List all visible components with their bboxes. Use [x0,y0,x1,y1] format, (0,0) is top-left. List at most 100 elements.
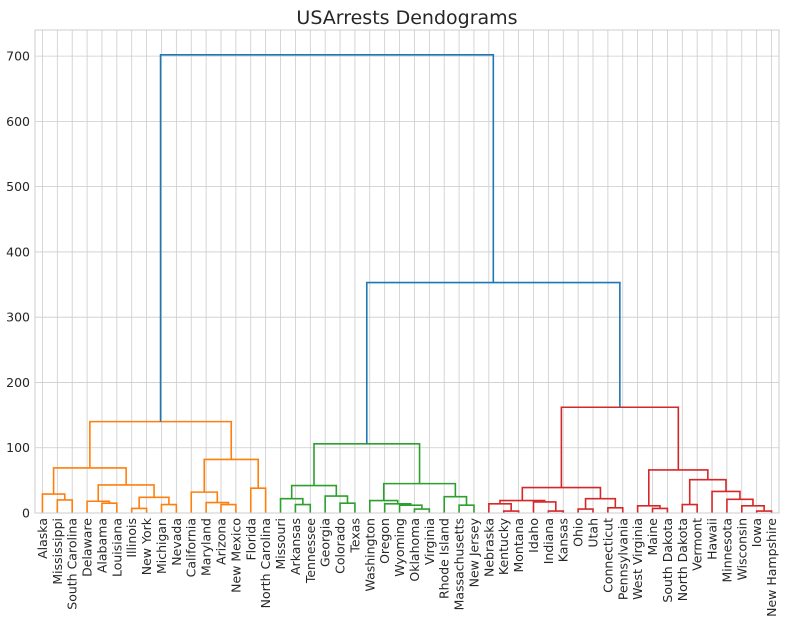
leaf-label: Kansas [556,518,571,562]
cluster-link [636,505,661,513]
leaf-label: Tennessee [303,518,318,584]
cluster-link [279,497,304,513]
cluster-link [648,469,709,506]
leaf-label: Pennsylvania [615,518,630,600]
cluster-link [324,495,349,513]
leaf-label: Wisconsin [734,518,749,580]
cluster-link [205,501,230,513]
leaf-label: North Dakota [675,518,690,601]
cluster-link [398,504,423,513]
cluster-link [138,496,170,509]
cluster-link [249,487,267,513]
cluster-link [577,508,594,513]
cluster-link [220,503,237,513]
chart-title: USArrests Dendograms [296,7,517,29]
leaf-label: Colorado [333,518,348,574]
cluster-link [89,420,233,468]
leaf-label: Alaska [35,518,50,559]
leaf-label: Nebraska [481,518,496,577]
leaf-label: Georgia [318,518,333,567]
leaf-label: New Mexico [228,518,243,593]
cluster-link [584,497,617,510]
leaf-label: Wyoming [392,518,407,577]
cluster-link [160,503,178,513]
leaf-label: Florida [243,518,258,561]
leaf-label: Maryland [199,518,214,576]
leaf-label: Washington [362,518,377,591]
cluster-link [651,507,669,513]
cluster-link [755,510,773,513]
leaf-label: Montana [511,518,526,573]
y-axis-ticks: 0 100 200 300 400 500 600 700 [6,49,30,521]
y-tick-label: 400 [6,244,30,259]
leaf-label: Idaho [526,518,541,553]
leaf-label: Texas [347,518,362,554]
leaf-label: Indiana [541,518,556,564]
leaf-label: South Dakota [660,518,675,603]
cluster-link [97,484,155,502]
cluster-link [413,508,431,513]
cluster-link [56,499,73,513]
leaf-label: Nevada [169,518,184,566]
cluster-link [365,281,621,444]
leaf-label: North Carolina [258,518,273,608]
cluster-link [681,503,698,513]
cluster-link [458,504,475,513]
y-tick-label: 0 [22,506,30,521]
cluster-link [607,506,624,513]
leaf-label: Maine [645,518,660,556]
leaf-label: Connecticut [600,518,615,593]
leaf-label: Hawaii [705,518,720,560]
cluster-link [159,54,495,422]
cluster-link [41,493,66,513]
y-tick-label: 200 [6,375,30,390]
cluster-link [52,467,127,495]
leaf-label: Massachusetts [452,518,467,610]
leaf-label: South Carolina [65,518,80,610]
leaf-label: Illinois [124,518,139,558]
leaf-label: Alabama [94,518,109,573]
leaf-label: Iowa [749,518,764,547]
y-tick-label: 100 [6,440,30,455]
leaf-label: Arkansas [288,518,303,575]
leaf-label: West Virginia [630,518,645,600]
leaf-label: Kentucky [496,517,511,575]
cluster-link [294,503,312,513]
cluster-link [741,505,765,513]
leaf-label: Rhode Island [437,518,452,599]
cluster-link [369,499,399,513]
cluster-link [339,502,356,513]
cluster-link [190,491,219,513]
leaf-label: Vermont [690,518,705,571]
leaf-label: Michigan [154,518,169,574]
cluster-link [130,507,148,513]
leaf-label: New Hampshire [764,518,779,617]
cluster-link [711,490,741,513]
cluster-link [547,510,565,513]
leaf-label: Oregon [377,518,392,564]
y-tick-label: 500 [6,179,30,194]
cluster-link [101,502,118,513]
leaf-label: New York [139,517,154,575]
plot-frame [34,29,780,514]
leaf-label: Louisiana [109,518,124,577]
grid [35,30,779,514]
cluster-link [499,499,546,504]
y-tick-label: 600 [6,114,30,129]
cluster-link [203,458,259,493]
leaf-label: Mississippi [50,518,65,585]
cluster-link [313,443,421,486]
leaf-label: Minnesota [719,518,734,583]
leaf-label: Utah [586,518,601,548]
cluster-link [521,486,602,501]
y-tick-label: 300 [6,310,30,325]
dendrogram-links [41,54,773,513]
leaf-label: New Jersey [466,517,481,587]
leaf-label: Ohio [571,518,586,547]
leaf-label: Arizona [214,518,229,565]
leaf-label: Virginia [422,518,437,565]
leaf-label: California [184,518,199,577]
x-axis-leaf-labels: Alaska Mississippi South Carolina Delaware A… [35,517,779,617]
leaf-label: Oklahoma [407,518,422,582]
